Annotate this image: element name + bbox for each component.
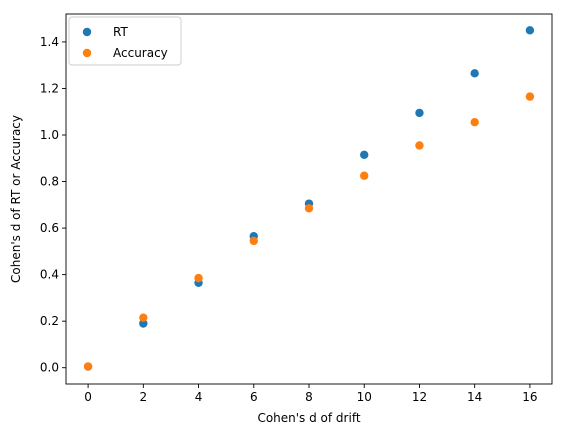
accuracy-point (415, 141, 423, 149)
x-axis-label: Cohen's d of drift (257, 411, 360, 425)
x-tick-label: 0 (84, 390, 92, 404)
y-tick-label: 0.0 (40, 361, 59, 375)
x-tick-label: 10 (357, 390, 372, 404)
rt-point (360, 151, 368, 159)
x-tick-label: 6 (250, 390, 258, 404)
legend-label-accuracy: Accuracy (113, 46, 168, 60)
plot-area (66, 14, 552, 384)
x-tick-label: 4 (195, 390, 203, 404)
accuracy-point (305, 204, 313, 212)
rt-point (470, 69, 478, 77)
accuracy-point (526, 92, 534, 100)
accuracy-point (194, 274, 202, 282)
legend-marker-accuracy (83, 49, 91, 57)
y-axis: 0.0 0.2 0.4 0.6 0.8 1.0 1.2 1.4 (40, 35, 66, 375)
accuracy-point (360, 172, 368, 180)
legend-marker-rt (83, 28, 91, 36)
accuracy-point (250, 237, 258, 245)
y-tick-label: 1.4 (40, 35, 59, 49)
x-tick-label: 14 (467, 390, 482, 404)
y-tick-label: 1.2 (40, 81, 59, 95)
y-tick-label: 1.0 (40, 128, 59, 142)
y-tick-label: 0.2 (40, 314, 59, 328)
legend-label-rt: RT (113, 25, 128, 39)
rt-point (415, 109, 423, 117)
legend: RT Accuracy (69, 17, 181, 65)
rt-point (526, 26, 534, 34)
x-tick-label: 12 (412, 390, 427, 404)
x-tick-label: 8 (305, 390, 313, 404)
accuracy-point (139, 313, 147, 321)
y-tick-label: 0.4 (40, 268, 59, 282)
y-axis-label: Cohen's d of RT or Accuracy (9, 115, 23, 283)
accuracy-point (84, 362, 92, 370)
x-tick-label: 16 (522, 390, 537, 404)
y-tick-label: 0.6 (40, 221, 59, 235)
x-axis: 0 2 4 6 8 10 12 14 16 (84, 384, 537, 404)
x-tick-label: 2 (139, 390, 147, 404)
accuracy-point (470, 118, 478, 126)
y-tick-label: 0.8 (40, 175, 59, 189)
